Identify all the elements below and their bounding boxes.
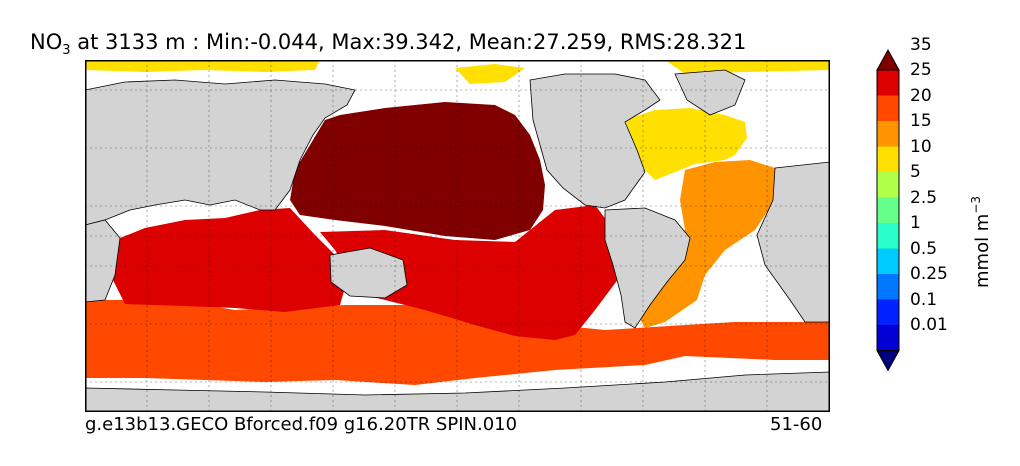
colorbar-segment (877, 70, 899, 96)
region-arctic-right (665, 60, 830, 74)
colorbar-tick-label: 5 (910, 162, 921, 182)
colorbar-label: mmol m−3 (969, 196, 993, 288)
region-arctic-center (455, 64, 525, 84)
graticule (85, 60, 830, 412)
region-atlantic (635, 160, 775, 328)
colorbar-tick-label: 35 (910, 34, 932, 55)
map-title: NO3 at 3133 m : Min:-0.044, Max:39.342, … (30, 30, 746, 58)
footer-run-id: g.e13b13.GECO Bforced.f09 g16.20TR SPIN.… (85, 414, 518, 435)
colorbar-tick-label: 0.25 (910, 264, 948, 284)
colorbar-tick-label: 20 (910, 85, 932, 106)
land-africa-east (756, 161, 830, 323)
land-australia (329, 247, 408, 299)
colorbar-tick-label: 25 (910, 60, 932, 80)
land-greenland (674, 69, 746, 116)
land-eurasia (85, 79, 356, 226)
colorbar-segment (877, 121, 899, 147)
title-prefix: NO (30, 30, 63, 54)
colorbar-label-sup: −3 (969, 196, 983, 214)
title-rest: at 3133 m : Min:-0.044, Max:39.342, Mean… (70, 30, 747, 54)
region-arctic-left (85, 60, 320, 72)
colorbar-segment (877, 274, 899, 300)
colorbar-extend-min (876, 350, 900, 372)
title-subscript: 3 (62, 43, 71, 59)
map-frame (85, 60, 830, 412)
colorbar-segment (877, 248, 899, 274)
colorbar-extend-max (876, 48, 900, 71)
colorbar-frame (876, 69, 900, 351)
colorbar-segment (877, 146, 899, 172)
colorbar-tick-label: 0.5 (910, 238, 938, 259)
colorbar-tick-label: 15 (910, 111, 932, 131)
region-indian-ocean (113, 208, 347, 312)
colorbar-tick-label: 0.01 (910, 315, 948, 335)
colorbar-segment (877, 299, 899, 325)
colorbar-tick-label: 1 (910, 213, 921, 233)
colorbar-segment (877, 95, 899, 121)
colorbar-label-text: mmol m−3 (969, 196, 993, 288)
region-north-atlantic (625, 108, 747, 180)
world-map (85, 60, 830, 412)
colorbar-segment (877, 325, 899, 351)
land-africa (85, 219, 121, 303)
colorbar (876, 48, 900, 372)
colorbar-tick-label: 10 (910, 136, 932, 157)
colorbar-segment (877, 223, 899, 249)
footer-years: 51-60 (770, 414, 823, 435)
colorbar-tick-label: 2.5 (910, 187, 938, 208)
region-pacific-south (320, 205, 625, 340)
region-north-pacific (290, 102, 545, 240)
colorbar-segment (877, 197, 899, 223)
land-south-america (604, 207, 691, 329)
colorbar-tick-label: 0.1 (910, 289, 938, 310)
land-north-america (529, 73, 661, 209)
colorbar-label-main: mmol m (972, 214, 993, 288)
colorbar-segment (877, 172, 899, 198)
